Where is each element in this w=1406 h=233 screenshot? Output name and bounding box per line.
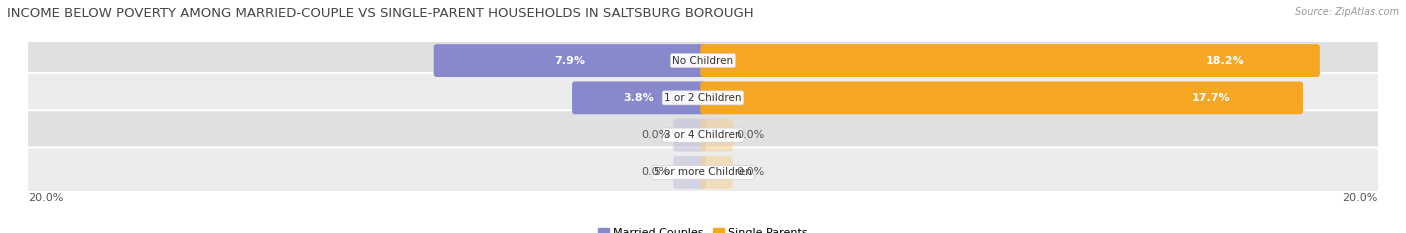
Text: 18.2%: 18.2% — [1206, 56, 1244, 65]
Text: 0.0%: 0.0% — [737, 168, 765, 177]
FancyBboxPatch shape — [700, 156, 733, 189]
Text: No Children: No Children — [672, 56, 734, 65]
Text: 0.0%: 0.0% — [641, 168, 669, 177]
Text: 0.0%: 0.0% — [641, 130, 669, 140]
FancyBboxPatch shape — [700, 82, 1303, 114]
FancyBboxPatch shape — [22, 73, 1384, 123]
Text: 7.9%: 7.9% — [554, 56, 585, 65]
Text: 0.0%: 0.0% — [737, 130, 765, 140]
FancyBboxPatch shape — [673, 119, 706, 151]
Text: 3.8%: 3.8% — [623, 93, 654, 103]
Text: 3 or 4 Children: 3 or 4 Children — [664, 130, 742, 140]
FancyBboxPatch shape — [22, 147, 1384, 197]
Text: 5 or more Children: 5 or more Children — [654, 168, 752, 177]
FancyBboxPatch shape — [22, 110, 1384, 160]
FancyBboxPatch shape — [673, 156, 706, 189]
Text: 20.0%: 20.0% — [28, 193, 63, 203]
Text: Source: ZipAtlas.com: Source: ZipAtlas.com — [1295, 7, 1399, 17]
Text: 20.0%: 20.0% — [1343, 193, 1378, 203]
FancyBboxPatch shape — [572, 82, 706, 114]
Legend: Married Couples, Single Parents: Married Couples, Single Parents — [593, 223, 813, 233]
Text: 17.7%: 17.7% — [1191, 93, 1230, 103]
FancyBboxPatch shape — [22, 36, 1384, 86]
Text: INCOME BELOW POVERTY AMONG MARRIED-COUPLE VS SINGLE-PARENT HOUSEHOLDS IN SALTSBU: INCOME BELOW POVERTY AMONG MARRIED-COUPL… — [7, 7, 754, 20]
Text: 1 or 2 Children: 1 or 2 Children — [664, 93, 742, 103]
FancyBboxPatch shape — [433, 44, 706, 77]
FancyBboxPatch shape — [700, 44, 1320, 77]
FancyBboxPatch shape — [700, 119, 733, 151]
